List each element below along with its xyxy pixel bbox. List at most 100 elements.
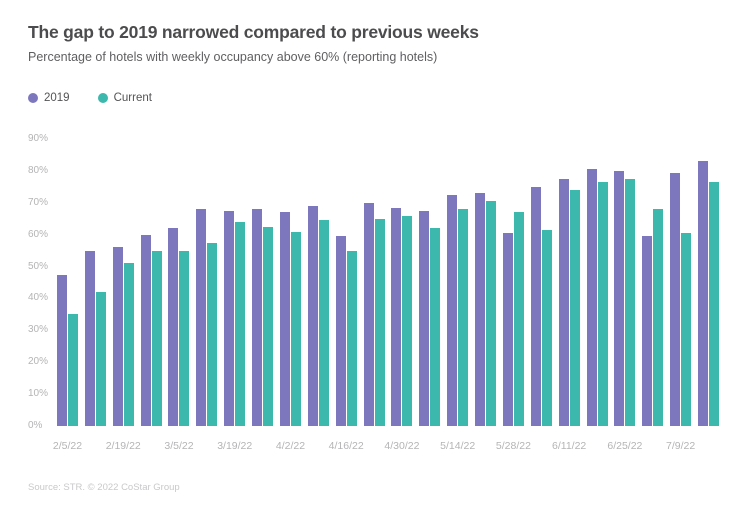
bar-2019	[642, 236, 653, 426]
bar-current	[263, 226, 274, 426]
bar-current	[653, 209, 664, 426]
bar-current	[681, 233, 692, 426]
y-axis-tick-label: 10%	[28, 388, 49, 400]
bar-2019	[530, 186, 541, 426]
bar-current	[179, 250, 190, 426]
x-axis-tick-label: 5/28/22	[495, 440, 531, 452]
bar-2019	[168, 228, 179, 426]
y-axis-tick-label: 0%	[28, 420, 43, 431]
bar-current	[151, 250, 162, 426]
bar-current	[235, 221, 246, 426]
source-attribution: Source: STR. © 2022 CoStar Group	[28, 482, 180, 493]
bar-2019	[252, 209, 263, 426]
bar-group-3-26-22	[252, 134, 274, 426]
bar-current	[486, 201, 497, 426]
bar-current	[430, 228, 441, 426]
y-axis-tick-label: 30%	[28, 324, 49, 336]
legend-dot-icon	[97, 93, 108, 103]
bar-2019	[391, 207, 402, 426]
x-axis-tick-label: 6/11/22	[552, 440, 587, 452]
bar-current	[402, 215, 413, 426]
bar-2019	[279, 212, 290, 426]
bar-group-4-16-22	[335, 134, 357, 426]
bar-current	[709, 182, 719, 426]
legend-label: Current	[113, 92, 152, 104]
x-axis-tick-label: 7/9/22	[666, 440, 696, 452]
bar-2019	[57, 274, 67, 426]
y-axis-tick-label: 90%	[28, 133, 49, 144]
bar-current	[597, 182, 608, 426]
chart-subtitle: Percentage of hotels with weekly occupan…	[28, 50, 438, 64]
y-axis-tick-label: 20%	[28, 356, 49, 368]
bar-group-2-5-22	[57, 134, 78, 426]
bar-2019	[307, 206, 318, 426]
bar-2019	[698, 161, 708, 426]
bar-2019	[558, 178, 569, 426]
chart-legend: 2019 Current	[28, 92, 152, 104]
x-axis-tick-label: 3/19/22	[217, 440, 253, 452]
bar-group-4-23-22	[363, 134, 385, 426]
bar-group-3-19-22	[224, 134, 246, 426]
bar-current	[569, 190, 580, 426]
x-axis-tick-label: 6/25/22	[607, 440, 643, 452]
x-axis-tick-label: 2/5/22	[52, 440, 83, 452]
bar-current	[458, 209, 469, 426]
legend-item-current: Current	[97, 92, 152, 104]
y-axis-tick-label: 80%	[28, 164, 49, 176]
bar-2019	[447, 194, 458, 426]
bar-group-5-7-22	[419, 134, 441, 426]
x-axis-tick-label: 5/14/22	[440, 440, 476, 452]
bar-group-7-2-22	[642, 134, 664, 426]
bar-group-5-21-22	[475, 134, 497, 426]
bar-group-4-9-22	[307, 134, 329, 426]
y-axis-tick-label: 60%	[28, 228, 49, 240]
bar-group-5-28-22	[502, 134, 524, 426]
bar-2019	[475, 193, 486, 426]
bar-2019	[196, 209, 207, 426]
x-axis-tick-label: 4/30/22	[384, 440, 420, 452]
y-axis-tick-label: 70%	[28, 196, 49, 208]
bar-group-7-16-22	[698, 134, 719, 426]
bar-group-5-14-22	[447, 134, 469, 426]
legend-label: 2019	[44, 92, 70, 104]
chart-title: The gap to 2019 narrowed compared to pre…	[28, 22, 479, 42]
bar-2019	[614, 170, 625, 426]
bar-2019	[670, 172, 681, 426]
bar-group-2-26-22	[140, 134, 162, 426]
x-axis-tick-label: 3/5/22	[164, 440, 194, 452]
bar-group-2-19-22	[112, 134, 134, 426]
bar-2019	[140, 234, 151, 426]
bar-2019	[586, 169, 597, 426]
bar-current	[95, 292, 106, 426]
bar-current	[68, 314, 78, 426]
x-axis-tick-label: 4/2/22	[275, 440, 306, 452]
bar-current	[346, 250, 357, 426]
bar-2019	[84, 250, 95, 426]
y-axis-tick-label: 40%	[28, 292, 49, 304]
y-axis-tick-label: 50%	[28, 260, 49, 272]
bar-group-4-2-22	[279, 134, 301, 426]
bar-current	[318, 220, 329, 426]
bar-current	[625, 178, 636, 426]
bar-2019	[502, 233, 513, 426]
bar-group-3-5-22	[168, 134, 190, 426]
bar-2019	[224, 210, 235, 426]
bar-group-6-25-22	[614, 134, 636, 426]
bar-group-6-4-22	[530, 134, 552, 426]
bar-group-4-30-22	[391, 134, 413, 426]
bar-current	[513, 212, 524, 426]
bar-2019	[335, 236, 346, 426]
x-axis-tick-label: 4/16/22	[328, 440, 364, 452]
bar-group-2-12-22	[84, 134, 106, 426]
bar-2019	[363, 202, 374, 426]
bar-current	[374, 218, 385, 426]
legend-item-2019: 2019	[28, 92, 70, 104]
bar-current	[290, 231, 301, 426]
bar-current	[207, 242, 218, 426]
bar-2019	[419, 210, 430, 426]
bar-group-6-11-22	[558, 134, 580, 426]
bar-current	[123, 263, 134, 426]
bar-group-3-12-22	[196, 134, 218, 426]
bar-group-7-9-22	[670, 134, 692, 426]
